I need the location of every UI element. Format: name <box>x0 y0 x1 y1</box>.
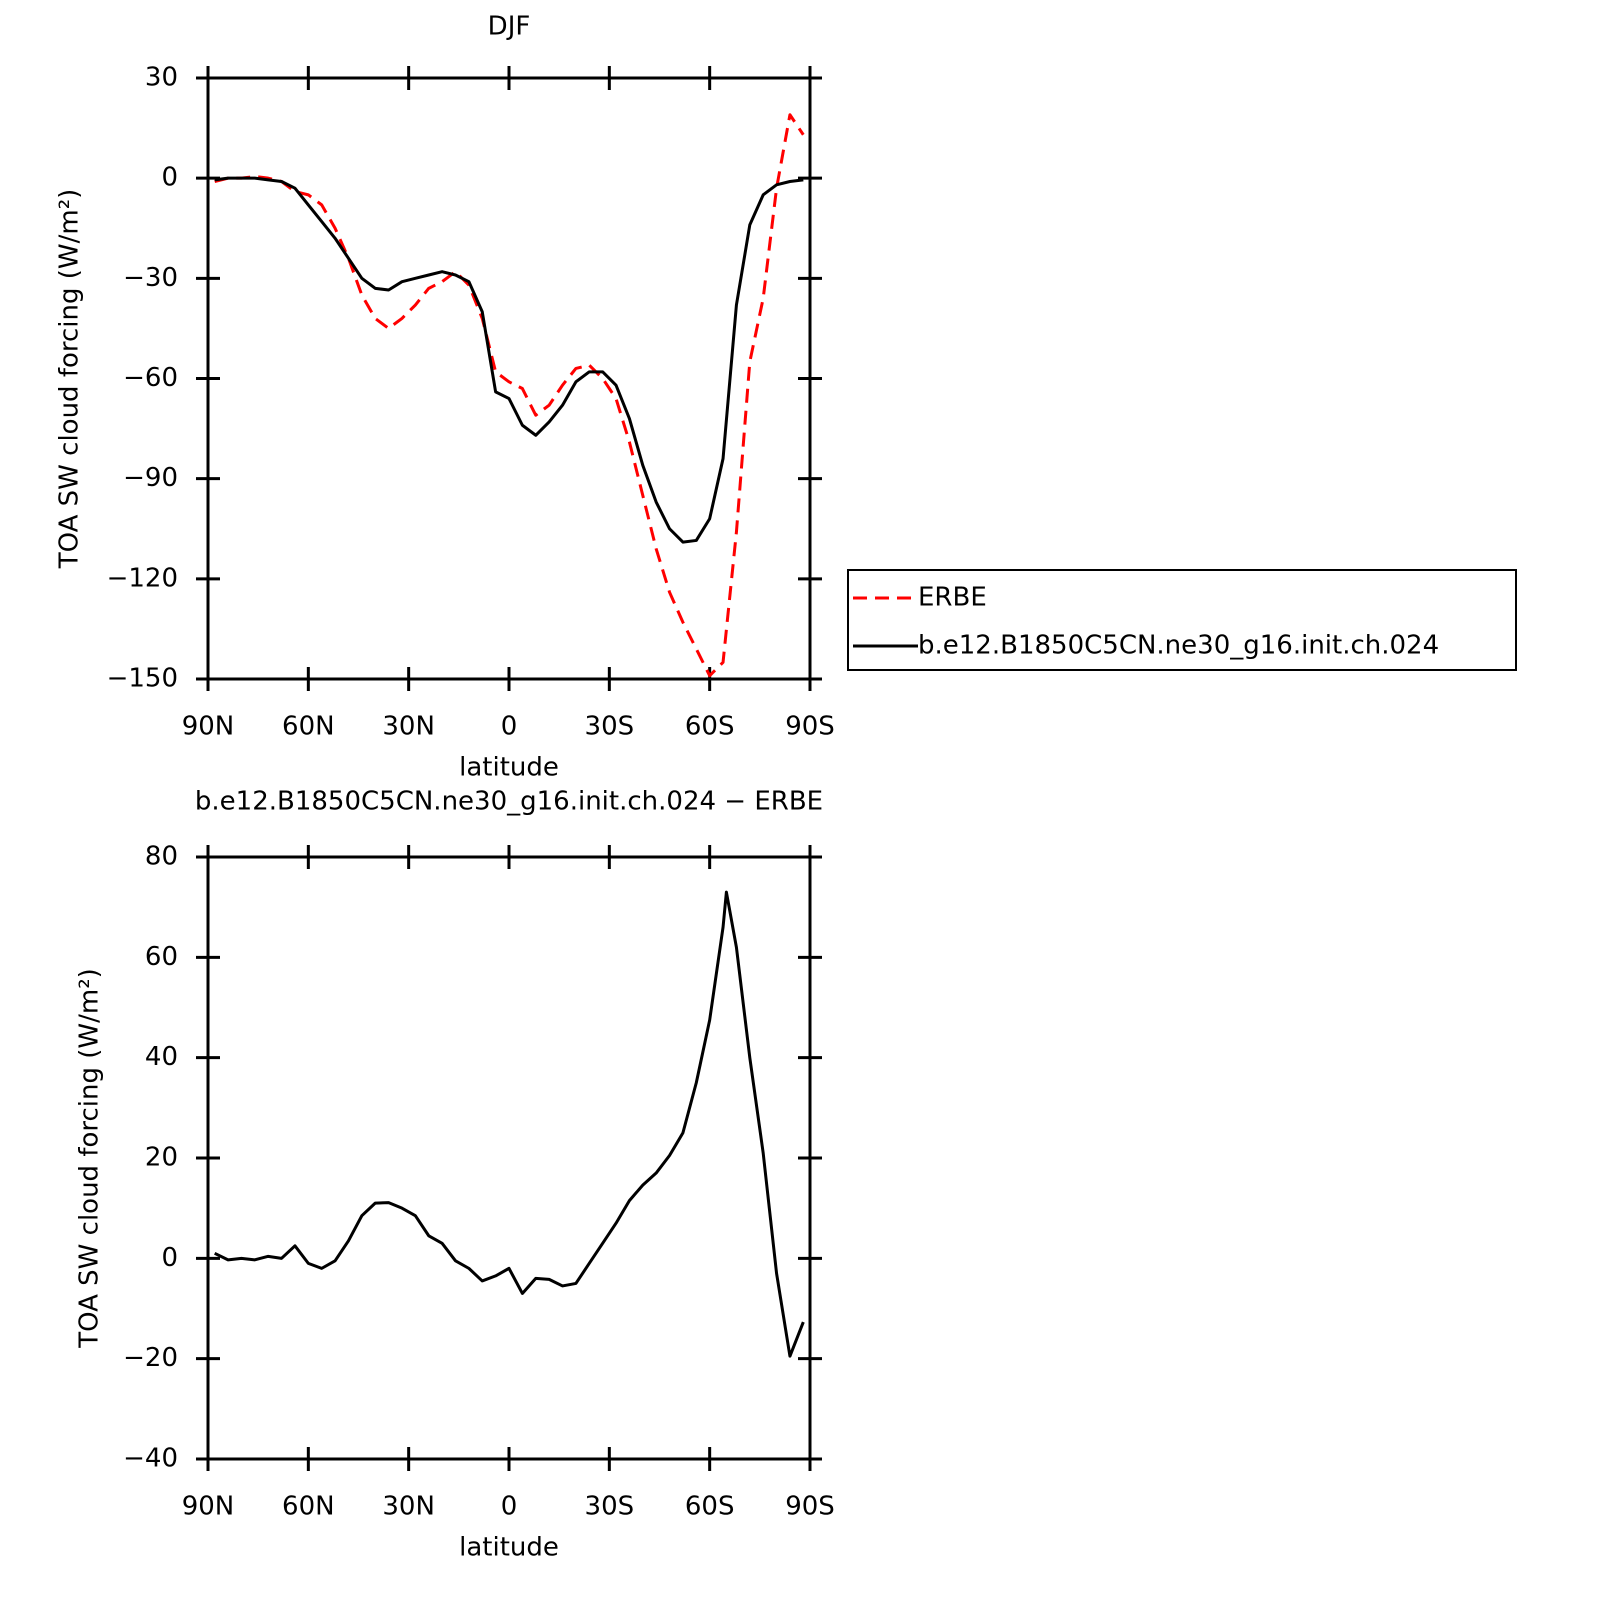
y-tick-label: −40 <box>123 1444 178 1474</box>
series-line <box>214 176 804 544</box>
x-tick-label: 90S <box>785 1492 835 1522</box>
x-tick-label: 30S <box>585 712 635 742</box>
x-axis-label: latitude <box>459 1533 559 1563</box>
x-tick-label: 0 <box>501 1492 518 1522</box>
y-tick-label: 60 <box>145 942 178 972</box>
chart-title: b.e12.B1850C5CN.ne30_g16.init.ch.024 − E… <box>195 787 823 817</box>
y-axis-label: TOA SW cloud forcing (W/m²) <box>75 968 105 1349</box>
y-tick-label: 20 <box>145 1143 178 1173</box>
x-tick-label: 90N <box>182 1492 235 1522</box>
legend-label: b.e12.B1850C5CN.ne30_g16.init.ch.024 <box>918 631 1439 661</box>
y-tick-label: 30 <box>145 63 178 93</box>
plot-frame <box>206 76 812 681</box>
y-tick-label: −150 <box>107 664 178 694</box>
x-tick-label: 0 <box>501 712 518 742</box>
x-tick-label: 90N <box>182 712 235 742</box>
y-tick-label: 0 <box>161 163 178 193</box>
x-axis-label: latitude <box>459 753 559 783</box>
y-tick-label: −90 <box>123 463 178 493</box>
x-tick-label: 60S <box>685 712 735 742</box>
y-axis-label: TOA SW cloud forcing (W/m²) <box>55 189 85 570</box>
x-tick-label: 60N <box>282 1492 335 1522</box>
x-tick-label: 60N <box>282 712 335 742</box>
y-tick-label: 40 <box>145 1042 178 1072</box>
x-tick-label: 30S <box>585 1492 635 1522</box>
x-tick-label: 60S <box>685 1492 735 1522</box>
y-tick-label: −20 <box>123 1343 178 1373</box>
legend-box <box>847 569 1517 671</box>
x-tick-label: 30N <box>382 1492 435 1522</box>
y-tick-label: 0 <box>161 1243 178 1273</box>
y-tick-label: −60 <box>123 363 178 393</box>
legend-label: ERBE <box>918 583 987 613</box>
series-line <box>214 113 805 678</box>
series-line <box>214 890 805 1358</box>
x-tick-label: 30N <box>382 712 435 742</box>
chart-title: DJF <box>488 12 531 42</box>
y-tick-label: 80 <box>145 842 178 872</box>
x-tick-label: 90S <box>785 712 835 742</box>
y-tick-label: −120 <box>107 563 178 593</box>
y-tick-label: −30 <box>123 263 178 293</box>
